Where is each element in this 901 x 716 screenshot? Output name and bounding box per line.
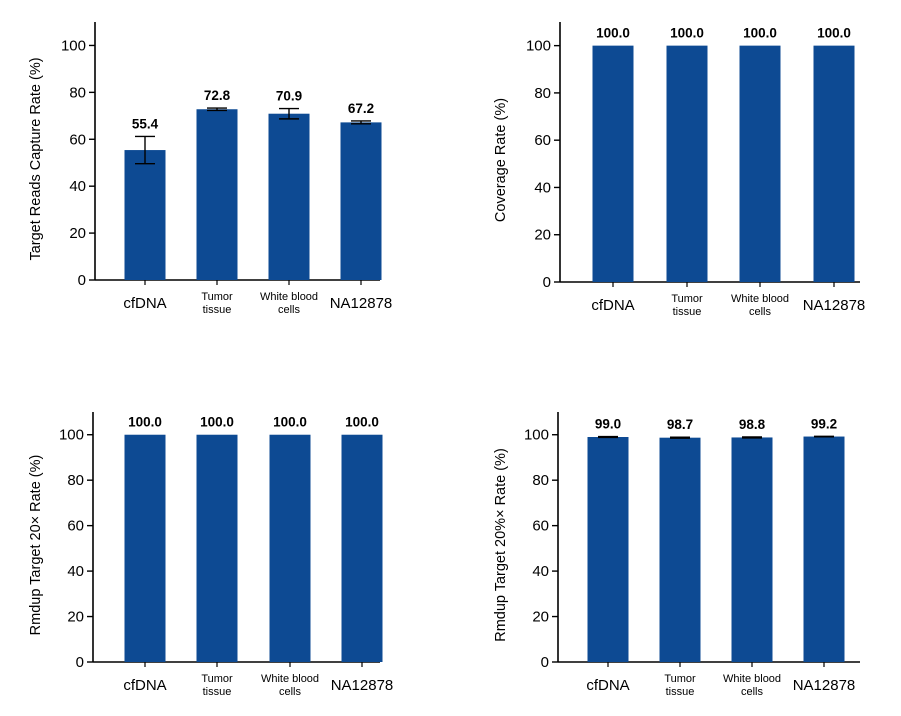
bar	[340, 122, 382, 280]
bar	[813, 45, 855, 282]
data-label: 98.7	[667, 417, 693, 432]
bar	[196, 109, 238, 280]
bar	[269, 434, 311, 662]
error-bar	[598, 435, 618, 439]
y-tick-label: 60	[534, 132, 551, 149]
bar	[587, 437, 629, 662]
x-tick-label: Tumor	[201, 673, 233, 685]
error-bar	[135, 135, 155, 165]
x-tick-label: cells	[279, 686, 302, 698]
y-axis-title: Rmdup Target 20× Rate (%)	[28, 455, 44, 636]
data-label: 100.0	[596, 26, 630, 41]
data-label: 98.8	[739, 417, 766, 432]
x-tick-label: cells	[749, 306, 772, 318]
x-tick-label: White blood	[723, 673, 781, 685]
y-tick-label: 40	[534, 179, 551, 196]
y-tick-label: 0	[541, 654, 549, 671]
y-tick-label: 0	[76, 654, 84, 671]
data-label: 100.0	[743, 26, 777, 41]
data-label: 67.2	[348, 101, 374, 116]
y-axis-title: Coverage Rate (%)	[493, 98, 509, 222]
y-tick-label: 0	[78, 272, 86, 289]
data-label: 55.4	[132, 116, 159, 131]
x-tick-label: tissue	[203, 304, 232, 316]
data-label: 70.9	[276, 89, 302, 104]
x-tick-label: cfDNA	[586, 677, 629, 694]
x-tick-label: NA12878	[330, 295, 393, 312]
y-tick-label: 20	[69, 225, 86, 242]
bar	[731, 437, 773, 662]
data-label: 100.0	[817, 26, 851, 41]
y-tick-label: 40	[67, 563, 84, 580]
x-tick-label: White blood	[731, 293, 789, 305]
x-tick-label: NA12878	[803, 297, 866, 314]
y-tick-label: 80	[534, 85, 551, 102]
bar	[124, 434, 166, 662]
y-tick-label: 0	[543, 274, 551, 291]
y-tick-label: 40	[69, 178, 86, 195]
x-tick-label: White blood	[261, 673, 319, 685]
y-tick-label: 80	[69, 84, 86, 101]
bar	[739, 45, 781, 282]
x-tick-label: cfDNA	[123, 295, 166, 312]
x-tick-label: Tumor	[664, 673, 696, 685]
bar	[268, 113, 310, 280]
bar	[124, 150, 166, 280]
y-tick-label: 100	[526, 38, 551, 55]
data-label: 100.0	[345, 415, 379, 430]
error-bar	[351, 120, 371, 125]
x-tick-label: tissue	[673, 306, 702, 318]
y-tick-label: 80	[67, 472, 84, 489]
y-tick-label: 80	[532, 472, 549, 489]
y-tick-label: 100	[59, 427, 84, 444]
y-tick-label: 100	[524, 427, 549, 444]
data-label: 100.0	[200, 415, 234, 430]
data-label: 100.0	[273, 415, 307, 430]
data-label: 100.0	[670, 26, 704, 41]
data-label: 99.2	[811, 416, 837, 431]
bar	[196, 434, 238, 662]
x-tick-label: cfDNA	[123, 677, 166, 694]
x-tick-label: cells	[278, 304, 301, 316]
x-tick-label: cfDNA	[591, 297, 634, 314]
y-axis-title: Rmdup Target 20%× Rate (%)	[493, 448, 509, 642]
y-tick-label: 100	[61, 37, 86, 54]
x-tick-label: Tumor	[671, 293, 703, 305]
y-tick-label: 20	[532, 609, 549, 626]
y-tick-label: 60	[532, 518, 549, 535]
error-bar	[670, 436, 690, 439]
bar	[592, 45, 634, 282]
data-label: 99.0	[595, 417, 621, 432]
bar	[803, 436, 845, 662]
bar	[666, 45, 708, 282]
data-label: 72.8	[204, 88, 231, 103]
x-tick-label: White blood	[260, 291, 318, 303]
y-tick-label: 20	[534, 227, 551, 244]
y-tick-label: 20	[67, 609, 84, 626]
y-tick-label: 60	[67, 518, 84, 535]
x-tick-label: tissue	[666, 686, 695, 698]
x-tick-label: cells	[741, 686, 764, 698]
y-tick-label: 40	[532, 563, 549, 580]
x-tick-label: Tumor	[201, 291, 233, 303]
error-bar	[207, 107, 227, 112]
bar	[659, 437, 701, 662]
error-bar	[742, 436, 762, 439]
y-tick-label: 60	[69, 131, 86, 148]
x-tick-label: tissue	[203, 686, 232, 698]
data-label: 100.0	[128, 415, 162, 430]
y-axis-title: Target Reads Capture Rate (%)	[28, 57, 44, 260]
bar	[341, 434, 383, 662]
x-tick-label: NA12878	[331, 677, 394, 694]
x-tick-label: NA12878	[793, 677, 856, 694]
error-bar	[279, 107, 299, 120]
